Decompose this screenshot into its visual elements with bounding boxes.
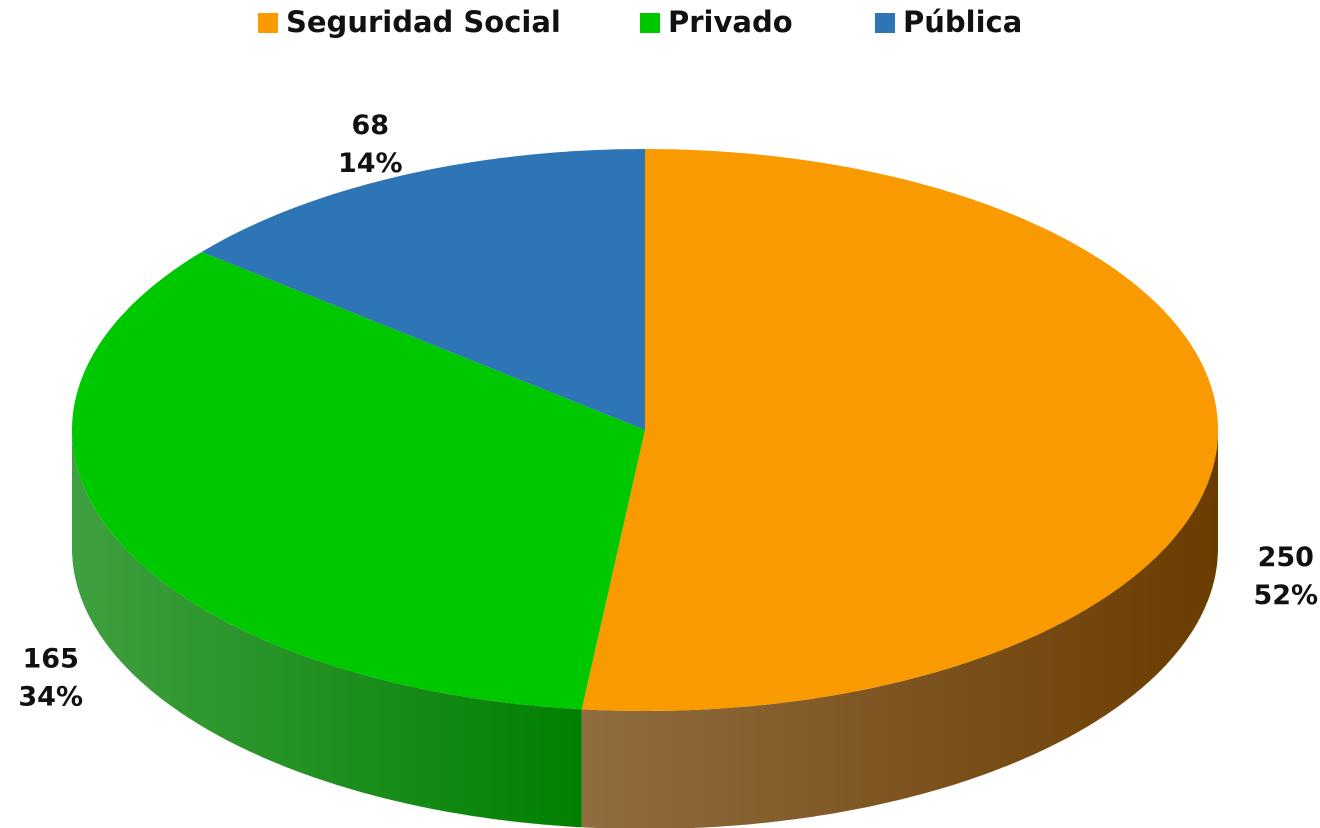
value-label: 68 <box>352 110 390 141</box>
percent-label: 34% <box>18 681 83 712</box>
data-labels: 250 52% 165 34% 68 14% <box>18 110 1318 712</box>
percent-label: 14% <box>338 148 403 179</box>
pie-sides <box>72 430 1218 828</box>
legend-label: Seguridad Social <box>286 5 561 39</box>
slice <box>201 149 645 430</box>
pie-tops <box>72 149 1218 711</box>
slice-side <box>581 430 1218 828</box>
legend-label: Pública <box>903 5 1022 39</box>
legend-swatch <box>640 13 660 33</box>
slice <box>72 252 645 710</box>
legend-swatch <box>258 13 278 33</box>
value-label: 165 <box>23 643 79 674</box>
slice-side <box>72 430 582 828</box>
value-label: 250 <box>1258 542 1314 573</box>
legend: Seguridad Social Privado Pública <box>258 5 1022 39</box>
legend-label: Privado <box>668 5 793 39</box>
percent-label: 52% <box>1253 580 1318 611</box>
legend-swatch <box>875 13 895 33</box>
slice <box>581 149 1218 711</box>
